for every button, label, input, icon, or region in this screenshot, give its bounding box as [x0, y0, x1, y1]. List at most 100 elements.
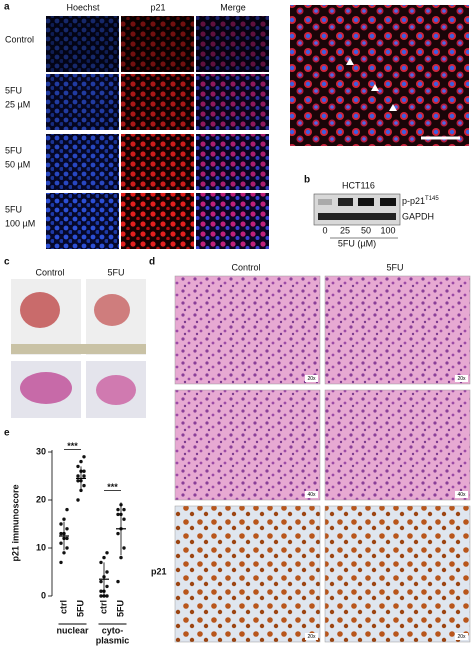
tumor: [94, 294, 130, 326]
band-label: GAPDH: [402, 211, 434, 221]
data-point: [59, 522, 63, 526]
data-point: [82, 455, 86, 459]
arrowhead: [346, 58, 354, 65]
band: [318, 213, 396, 220]
data-point: [65, 536, 69, 541]
magnification-box: [305, 633, 318, 640]
data-point: [79, 459, 83, 464]
magnification-box: [455, 375, 468, 382]
magnification: 40x: [307, 492, 316, 498]
dose-label: 50: [361, 225, 371, 235]
micrograph-signal: [196, 193, 269, 249]
data-point: [116, 579, 120, 584]
y-axis-label: p21 immunoscore: [10, 484, 20, 561]
tissue: [20, 372, 72, 404]
data-point: [122, 507, 126, 512]
histology: [174, 389, 321, 501]
band-label: p-p21T145: [402, 196, 439, 207]
data-point: [76, 479, 80, 483]
arrowhead: [371, 84, 379, 91]
panel-label: c: [4, 257, 10, 268]
group-label: plasmic: [96, 635, 130, 645]
magnification: 20x: [457, 634, 466, 640]
band: [380, 198, 396, 206]
x-tick-label: 5FU: [115, 600, 125, 617]
row-label: 5FU: [5, 85, 22, 95]
x-tick-label: ctrl: [58, 600, 68, 614]
band: [358, 198, 374, 206]
data-point: [122, 546, 126, 550]
band: [338, 198, 353, 206]
row-label: Control: [5, 34, 34, 44]
magnification-box: [305, 375, 318, 382]
band-superscript: T145: [425, 196, 439, 202]
row-label: 100 µM: [5, 218, 35, 228]
micrograph-signal: [121, 193, 194, 249]
data-point: [62, 551, 66, 555]
histology: [324, 389, 471, 501]
micrograph-signal: [121, 74, 194, 130]
data-point: [105, 594, 109, 598]
dose-unit: 5FU (µM): [338, 238, 376, 248]
magnification-box: [455, 491, 468, 498]
data-point: [76, 474, 80, 478]
magnification: 40x: [457, 492, 466, 498]
data-point: [99, 579, 103, 584]
panel-label: d: [149, 257, 155, 268]
row-label: 25 µM: [5, 99, 30, 109]
significance: ***: [107, 482, 118, 492]
row-label: 50 µM: [5, 159, 30, 169]
data-point: [122, 517, 126, 521]
data-point: [105, 570, 109, 574]
magnification-box: [455, 633, 468, 640]
micrograph-signal: [196, 16, 269, 72]
tumor: [20, 292, 60, 328]
data-point: [105, 584, 109, 589]
column-label: Hoechst: [66, 2, 100, 12]
arrowhead: [389, 104, 397, 111]
ruler: [11, 344, 146, 354]
group-label: cyto-: [102, 625, 124, 635]
micrograph-signal: [196, 74, 269, 130]
column-label: p21: [150, 2, 165, 12]
magnification-box: [305, 491, 318, 498]
micrograph-signal: [46, 74, 119, 130]
micrograph-signal: [196, 134, 269, 190]
data-point: [82, 469, 86, 473]
magnification: 20x: [457, 376, 466, 382]
dose-label: 0: [322, 225, 327, 235]
micrograph-signal: [46, 134, 119, 190]
micrograph-signal: [46, 16, 119, 72]
micrograph-signal: [121, 134, 194, 190]
dose-label: 25: [340, 225, 350, 235]
column-label: 5FU: [107, 267, 124, 277]
data-point: [62, 517, 66, 521]
histology: [324, 505, 471, 643]
data-point: [119, 555, 123, 560]
row-label: p21: [151, 566, 167, 576]
panel-label: a: [4, 2, 10, 13]
y-tick-label: 0: [41, 590, 46, 600]
data-point: [82, 483, 86, 488]
column-label: Merge: [220, 2, 246, 12]
data-point: [65, 527, 69, 531]
data-point: [105, 551, 109, 555]
data-point: [102, 555, 106, 560]
row-label: 5FU: [5, 145, 22, 155]
tissue: [96, 375, 136, 405]
y-tick-label: 20: [36, 494, 46, 504]
data-point: [99, 589, 103, 593]
histology: [174, 505, 321, 643]
group-label: nuclear: [56, 625, 89, 635]
data-point: [76, 464, 80, 469]
data-point: [99, 594, 103, 598]
column-label: Control: [35, 267, 64, 277]
y-tick-label: 10: [36, 542, 46, 552]
magnification: 20x: [307, 376, 316, 382]
y-tick-label: 30: [36, 446, 46, 456]
panel-label: e: [4, 428, 10, 439]
data-point: [65, 507, 69, 512]
micrograph-signal: [121, 16, 194, 72]
data-point: [116, 531, 120, 536]
